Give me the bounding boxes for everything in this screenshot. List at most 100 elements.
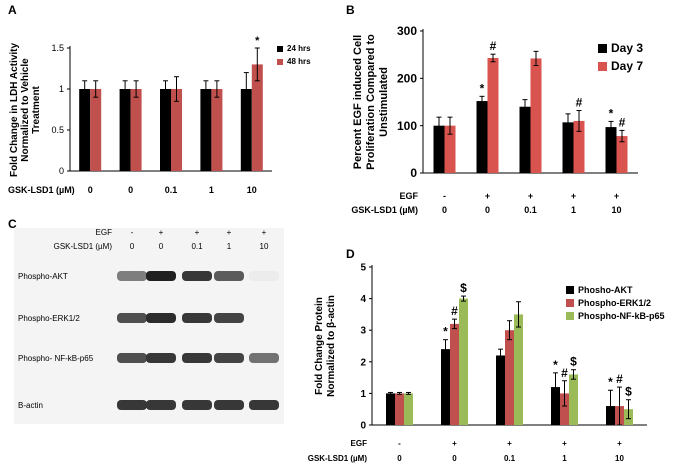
y-axis-label: Treatment bbox=[31, 85, 42, 133]
blot-condition-value: + bbox=[227, 228, 232, 237]
blot-band bbox=[117, 400, 147, 410]
blot-condition-value: + bbox=[262, 228, 267, 237]
chart-panel-d: 0 1 2 3 4 5 Fold Change Protein Normalized to β… bbox=[308, 263, 665, 464]
bar-48-hrs-1 bbox=[130, 89, 142, 171]
blot-band bbox=[214, 313, 244, 323]
bar-24-hrs-1 bbox=[119, 89, 131, 171]
bar-day-3-2 bbox=[519, 106, 531, 173]
bar-phospho-erk1-2-2 bbox=[505, 330, 514, 425]
bar-48-hrs-0 bbox=[90, 89, 102, 171]
condition-value: + bbox=[452, 439, 457, 448]
y-axis-label: Normalized to β-actin bbox=[326, 295, 337, 397]
legend-swatch bbox=[566, 312, 574, 320]
condition-value: - bbox=[443, 191, 446, 201]
y-tick-label: 100 bbox=[397, 119, 417, 133]
significance-marker: * bbox=[255, 35, 260, 47]
blot-panel-c: EGF - + + + + GSK-LSD1 (µM) 0 0 0.1 1 10 Phospho-AKT… bbox=[18, 228, 279, 410]
bar-24-hrs-3 bbox=[200, 89, 212, 171]
y-tick-label: 2 bbox=[360, 357, 366, 368]
y-axis-label: Fold Change in LDH Activity bbox=[9, 43, 20, 178]
blot-condition-label: GSK-LSD1 (µM) bbox=[54, 242, 113, 251]
blot-band bbox=[214, 400, 244, 410]
significance-marker: # bbox=[451, 304, 458, 318]
blot-band bbox=[249, 353, 279, 363]
significance-marker: # bbox=[490, 39, 497, 53]
bar-24-hrs-0 bbox=[79, 89, 91, 171]
blot-condition-value: 0 bbox=[130, 242, 135, 251]
bar-day-7-2 bbox=[530, 58, 542, 173]
blot-condition-value: + bbox=[195, 228, 200, 237]
significance-marker: $ bbox=[625, 385, 632, 399]
condition-row-label: EGF bbox=[351, 439, 368, 448]
significance-marker: $ bbox=[460, 281, 467, 295]
condition-value: 0 bbox=[397, 454, 402, 463]
bar-phosho-akt-2 bbox=[496, 355, 505, 425]
significance-marker: * bbox=[480, 81, 485, 95]
bar-day-7-1 bbox=[487, 57, 499, 174]
y-tick-label: 0 bbox=[410, 166, 417, 180]
condition-value: 10 bbox=[247, 185, 257, 195]
blot-condition-value: 10 bbox=[260, 242, 269, 251]
y-tick-label: 0 bbox=[360, 421, 366, 432]
blot-condition-value: 1 bbox=[227, 242, 232, 251]
y-axis-label: Fold Change Protein bbox=[314, 297, 325, 395]
blot-band bbox=[146, 400, 176, 410]
y-axis-label: Percent EGF induced Cell bbox=[352, 35, 364, 169]
condition-value: 0 bbox=[452, 454, 457, 463]
blot-band bbox=[182, 313, 212, 323]
bar-day-7-0 bbox=[444, 125, 456, 173]
legend-label: Phospho-ERK1/2 bbox=[578, 298, 651, 308]
blot-band bbox=[117, 353, 147, 363]
condition-value: 10 bbox=[611, 205, 621, 215]
significance-marker: * bbox=[609, 106, 614, 120]
bar-48-hrs-4 bbox=[251, 64, 263, 171]
bar-phospho-erk1-2-3 bbox=[560, 393, 569, 425]
condition-value: 0.1 bbox=[524, 205, 537, 215]
condition-value: + bbox=[485, 191, 490, 201]
panel-label-a: A bbox=[8, 3, 17, 17]
blot-band bbox=[249, 271, 279, 281]
condition-row-label: GSK-LSD1 (µM) bbox=[8, 185, 75, 195]
significance-marker: * bbox=[443, 325, 448, 339]
panel-label-d: D bbox=[346, 247, 355, 261]
condition-value: 0.1 bbox=[165, 185, 178, 195]
y-tick-label: 3 bbox=[360, 326, 366, 337]
blot-band bbox=[146, 353, 176, 363]
bar-phospho-nf-kb-p65-0 bbox=[404, 393, 413, 425]
blot-band-label: Phospho-AKT bbox=[18, 272, 68, 281]
bar-24-hrs-2 bbox=[160, 89, 171, 171]
significance-marker: * bbox=[553, 358, 558, 372]
blot-band bbox=[214, 353, 244, 363]
blot-band bbox=[214, 271, 244, 281]
blot-band bbox=[117, 313, 147, 323]
condition-value: 1 bbox=[571, 205, 576, 215]
significance-marker: # bbox=[616, 372, 623, 386]
chart-panel-a: 0 0.5 1 1.5 Fold Change in LDH Activity Norma… bbox=[8, 35, 311, 195]
legend-swatch bbox=[566, 286, 574, 294]
bar-phosho-akt-3 bbox=[551, 387, 560, 425]
condition-value: 1 bbox=[209, 185, 214, 195]
blot-band bbox=[249, 400, 279, 410]
condition-value: 1 bbox=[562, 454, 567, 463]
bar-24-hrs-4 bbox=[240, 89, 252, 171]
bar-day-7-4 bbox=[616, 136, 628, 173]
bar-phospho-nf-kb-p65-2 bbox=[514, 314, 523, 425]
bar-day-3-1 bbox=[476, 101, 488, 173]
condition-value: - bbox=[398, 439, 401, 448]
y-tick-label: 1 bbox=[360, 389, 366, 400]
bar-day-3-4 bbox=[605, 127, 617, 173]
blot-band-label: Phospho- NF-kB-p65 bbox=[18, 354, 94, 363]
blot-condition-value: + bbox=[159, 228, 164, 237]
significance-marker: # bbox=[561, 366, 568, 380]
legend-label: Phosho-AKT bbox=[578, 285, 633, 295]
condition-value: + bbox=[562, 439, 567, 448]
legend-label: 48 hrs bbox=[287, 57, 311, 66]
significance-marker: # bbox=[619, 115, 626, 129]
condition-value: + bbox=[617, 439, 622, 448]
y-axis-label: Unstimulated bbox=[378, 67, 390, 137]
panel-label-c: C bbox=[8, 217, 17, 231]
legend-label: 24 hrs bbox=[287, 44, 311, 53]
bar-day-7-3 bbox=[573, 120, 585, 173]
